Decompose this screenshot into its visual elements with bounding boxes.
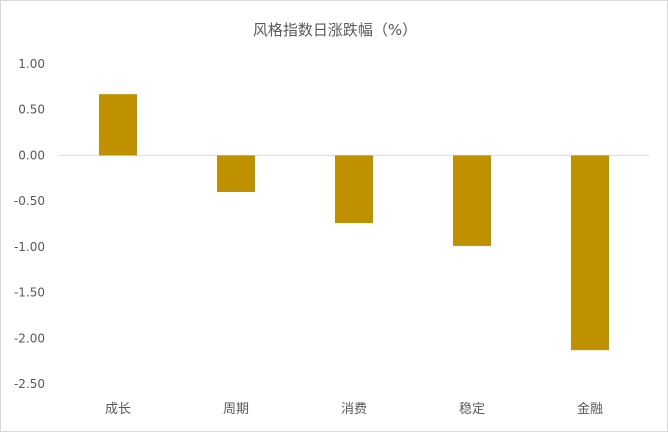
bar: [335, 155, 373, 224]
category-label: 金融: [577, 401, 603, 417]
bars-group: [99, 94, 609, 351]
chart-title: 风格指数日涨跌幅（%）: [253, 21, 417, 39]
y-tick-label: -1.50: [14, 286, 45, 300]
bar: [217, 155, 255, 192]
y-axis-ticks: 1.00 0.50 0.00 -0.50 -1.00 -1.50 -2.00 -2.50: [14, 57, 45, 391]
category-label: 消费: [341, 402, 367, 417]
y-tick-label: -0.50: [14, 194, 45, 208]
category-label: 成长: [105, 402, 131, 417]
category-label: 稳定: [459, 401, 485, 417]
bar: [571, 155, 609, 351]
category-label: 周期: [223, 402, 249, 417]
bar: [453, 155, 491, 246]
bar: [99, 94, 137, 156]
category-labels: 成长 周期 消费 稳定 金融: [105, 401, 603, 417]
y-tick-label: 0.50: [18, 103, 45, 117]
y-tick-label: 1.00: [18, 57, 45, 71]
y-tick-label: 0.00: [18, 148, 45, 162]
y-tick-label: -1.00: [14, 240, 45, 254]
y-tick-label: -2.00: [14, 331, 45, 345]
y-tick-label: -2.50: [14, 377, 45, 391]
